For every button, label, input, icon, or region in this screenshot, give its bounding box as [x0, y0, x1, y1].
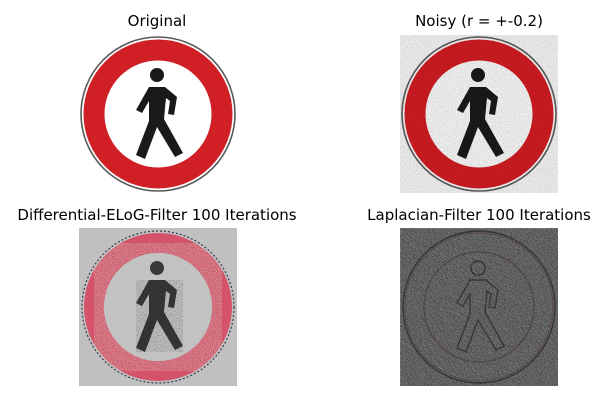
laplacian-filtered-image: [400, 228, 558, 386]
original-image: [79, 35, 237, 193]
noisy-image: [400, 35, 558, 193]
original-sign-svg: [79, 35, 237, 193]
elog-sign-svg: [79, 228, 237, 386]
panel-title-elog: Differential-ELoG-Filter 100 Iterations: [17, 206, 297, 224]
elog-filtered-image: [79, 228, 237, 386]
panel-title-original: Original: [127, 12, 187, 30]
laplacian-sign-svg: [400, 228, 558, 386]
noisy-sign-svg: [400, 35, 558, 193]
panel-title-noisy: Noisy (r = +-0.2): [415, 12, 543, 30]
panel-title-laplacian: Laplacian-Filter 100 Iterations: [367, 206, 591, 224]
pedestrian-icon: [136, 68, 183, 159]
